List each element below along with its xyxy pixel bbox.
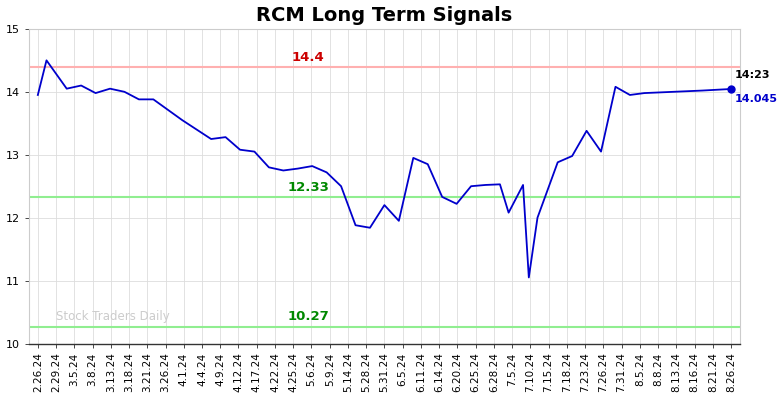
Text: 12.33: 12.33 xyxy=(287,181,329,194)
Text: 14.4: 14.4 xyxy=(292,51,325,64)
Text: 14:23: 14:23 xyxy=(735,70,770,80)
Text: Stock Traders Daily: Stock Traders Daily xyxy=(56,310,170,324)
Text: 14.045: 14.045 xyxy=(735,94,778,104)
Title: RCM Long Term Signals: RCM Long Term Signals xyxy=(256,6,513,25)
Text: 10.27: 10.27 xyxy=(287,310,329,324)
